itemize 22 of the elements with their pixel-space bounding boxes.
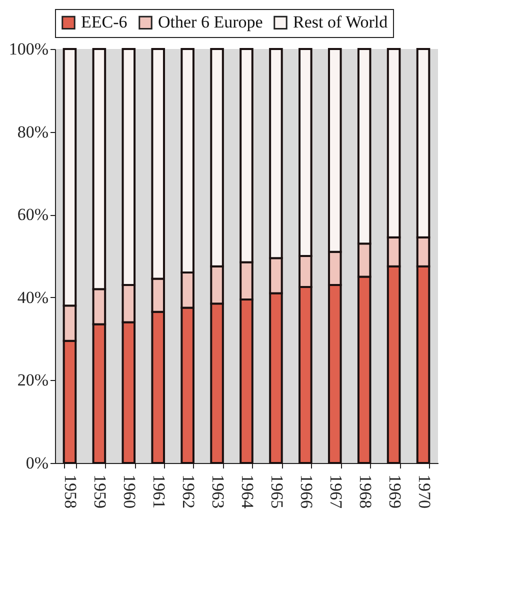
x-tick-label: 1966: [296, 474, 316, 508]
y-tick-label: 60%: [17, 205, 48, 224]
y-tick-label: 80%: [17, 122, 48, 142]
x-tick-label: 1967: [326, 474, 346, 509]
x-tick-label: 1960: [120, 474, 140, 508]
legend-label: EEC-6: [81, 12, 128, 32]
x-tick-label: 1961: [150, 474, 169, 508]
x-tick-label: 1970: [414, 474, 434, 508]
x-tick-label: 1958: [61, 474, 80, 508]
y-tick-label: 100%: [8, 40, 48, 58]
x-tick-label: 1969: [385, 474, 404, 508]
x-tick-label: 1968: [356, 474, 375, 508]
x-tick-label: 1962: [179, 474, 198, 508]
y-tick-label: 20%: [17, 370, 48, 390]
legend-label: Rest of World: [293, 12, 388, 32]
legend-label: Other 6 Europe: [158, 12, 263, 32]
x-tick-label: 1965: [267, 474, 286, 508]
y-tick-label: 0%: [26, 454, 48, 472]
x-tick-label: 1963: [208, 474, 228, 508]
x-tick-label: 1959: [90, 474, 110, 508]
x-tick-label: 1964: [238, 474, 257, 509]
y-tick-label: 40%: [17, 288, 48, 307]
